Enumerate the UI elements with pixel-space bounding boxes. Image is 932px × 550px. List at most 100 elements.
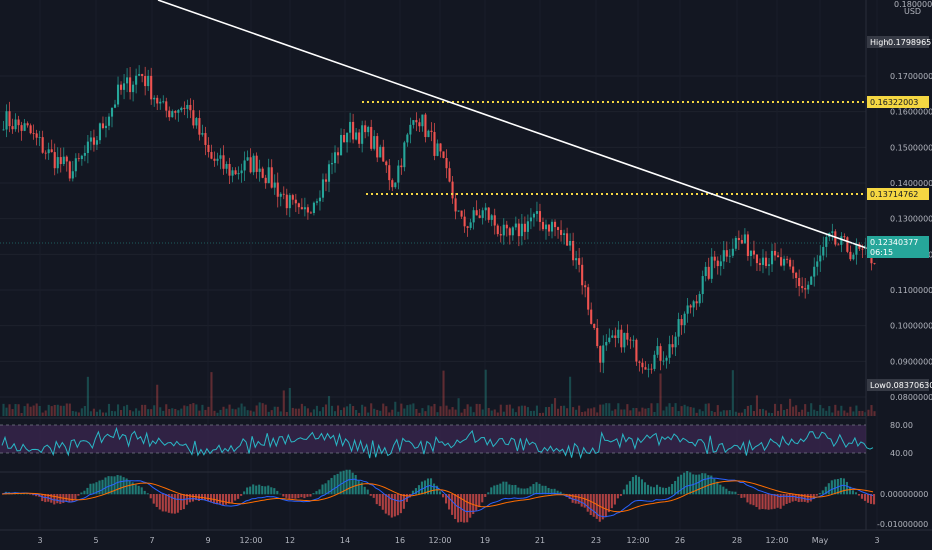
- candle-body: [165, 101, 168, 111]
- volume-bar: [563, 405, 566, 416]
- macd-histogram-bar: [384, 494, 387, 514]
- macd-histogram-bar: [773, 494, 776, 509]
- macd-histogram-bar: [586, 494, 589, 512]
- currency-label[interactable]: USD: [904, 7, 921, 16]
- macd-histogram-bar: [161, 494, 164, 512]
- macd-histogram-bar: [29, 494, 32, 495]
- low-tag-label: Low: [870, 381, 886, 390]
- trendline[interactable]: [157, 0, 873, 251]
- volume-bar: [252, 411, 255, 416]
- candle-body: [291, 195, 294, 200]
- macd-histogram-bar: [851, 490, 854, 495]
- time-scale[interactable]: 3 5 7 9 12:00 12 14 16 12:00 19 21 23 12:00 26 28 12:00…: [37, 536, 879, 545]
- candle-body: [550, 221, 554, 232]
- volume-bar: [665, 406, 668, 416]
- candle-body: [210, 152, 213, 159]
- candle-body: [44, 152, 47, 154]
- candle-body: [457, 210, 460, 212]
- volume-bar: [517, 406, 520, 416]
- candle-body: [590, 309, 593, 324]
- candle-body: [487, 207, 490, 220]
- candle-body: [801, 286, 804, 289]
- macd-histogram-bar: [547, 487, 550, 495]
- macd-signal-line: [1, 480, 874, 513]
- macd-histogram-bar: [222, 494, 225, 506]
- macd-histogram-bar: [41, 494, 44, 502]
- candle-body: [23, 123, 26, 131]
- volume-bar: [315, 405, 318, 416]
- candle-body: [608, 337, 611, 342]
- macd-histogram-bar: [493, 485, 496, 495]
- macd-histogram-bar: [442, 494, 445, 498]
- macd-histogram-bar: [137, 485, 140, 495]
- macd-histogram-bar: [396, 494, 399, 516]
- volume-bar: [267, 411, 270, 416]
- volume-bar: [279, 411, 282, 416]
- volume-bar: [379, 410, 382, 416]
- macd-histogram-bar: [122, 477, 125, 495]
- macd-histogram-bar: [508, 484, 511, 495]
- macd-histogram-bar: [628, 481, 631, 495]
- candle-body: [701, 276, 704, 295]
- volume-bar: [505, 404, 508, 416]
- macd-histogram-bar: [143, 490, 146, 495]
- candle-body: [752, 250, 755, 255]
- macd-histogram-bar: [393, 494, 396, 517]
- candle-body: [234, 170, 237, 175]
- volume-bar: [201, 404, 204, 416]
- candle-body: [511, 227, 514, 236]
- macd-histogram-bar: [249, 486, 252, 495]
- volume-bar: [59, 405, 62, 416]
- candle-body: [553, 221, 557, 228]
- volume-bar: [704, 403, 707, 416]
- candle-body: [201, 133, 204, 135]
- volume-bar: [35, 403, 38, 416]
- volume-bar: [50, 406, 53, 416]
- macd-histogram-bar: [535, 482, 538, 495]
- macd-histogram-bar: [695, 474, 698, 495]
- macd-histogram-bar: [827, 483, 830, 495]
- candle-body: [180, 107, 183, 111]
- candle-body: [599, 346, 602, 363]
- volume-bar: [578, 405, 581, 416]
- volume-bar: [511, 408, 514, 416]
- macd-histogram-bar: [35, 494, 38, 497]
- macd-histogram-bar: [767, 494, 770, 510]
- macd-histogram-bar: [659, 486, 662, 495]
- candle-body: [141, 74, 144, 77]
- candle-body: [11, 126, 14, 130]
- candle-body: [544, 224, 548, 230]
- candle-body: [367, 126, 370, 133]
- volume-bar: [38, 405, 41, 416]
- candle-body: [116, 84, 120, 105]
- candle-body: [436, 143, 439, 156]
- macd-histogram-bar: [267, 485, 270, 495]
- volume-bar: [475, 403, 478, 416]
- macd-histogram-bar: [803, 494, 806, 502]
- volume-bar: [487, 407, 490, 416]
- time-tick-label: 12:00: [626, 536, 649, 545]
- volume-bar: [719, 411, 722, 416]
- macd-histogram-bar: [71, 494, 74, 502]
- candle-body: [336, 152, 340, 156]
- candle-body: [671, 344, 674, 348]
- macd-histogram-bar: [559, 491, 562, 495]
- candle-body: [758, 263, 762, 265]
- candle-body: [798, 278, 801, 287]
- candle-body: [32, 133, 35, 134]
- time-tick-label: 12:00: [765, 536, 788, 545]
- candle-body: [394, 182, 397, 188]
- volume-bar: [602, 404, 605, 416]
- candle-body: [725, 250, 728, 257]
- candle-body: [104, 125, 108, 129]
- macd-histogram-bar: [439, 491, 442, 495]
- macd-histogram-bar: [604, 494, 607, 518]
- macd-histogram-bar: [538, 483, 541, 495]
- macd-histogram-bar: [59, 494, 62, 504]
- candle-body: [556, 227, 560, 231]
- volume-bar: [394, 401, 397, 416]
- candle-body: [424, 114, 427, 138]
- volume-bar: [725, 410, 728, 416]
